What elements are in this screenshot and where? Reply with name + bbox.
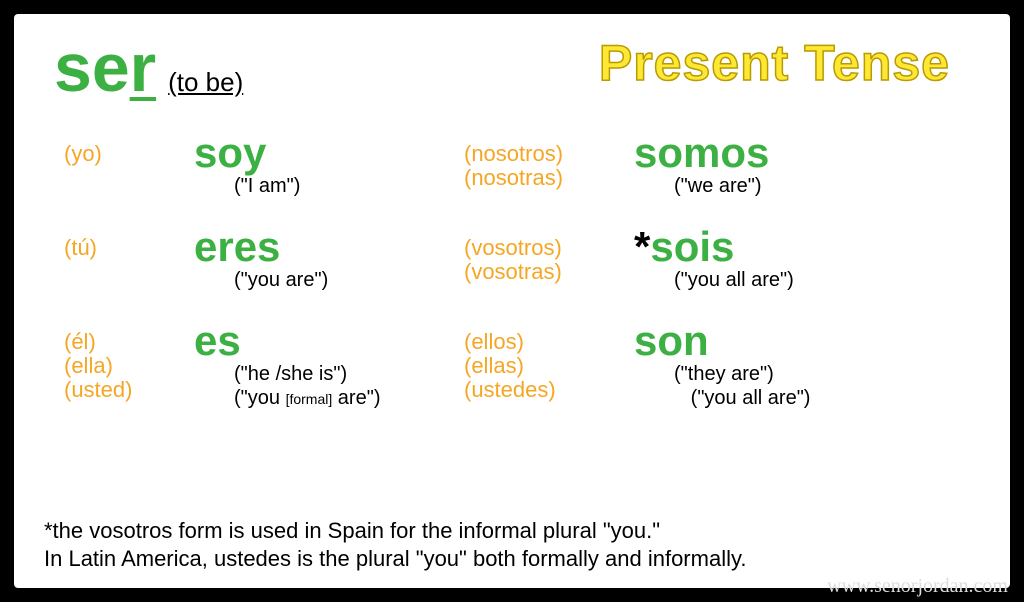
meaning-text: ("you are") xyxy=(234,268,464,292)
card-frame: ser (to be) Present Tense (yo)soy("I am"… xyxy=(10,10,1014,592)
verb-title: ser (to be) xyxy=(54,34,243,102)
meaning-text: ("he /she is")("you [formal] are") xyxy=(234,362,464,410)
conjugated-form: son xyxy=(634,320,934,362)
footnote-line2: In Latin America, ustedes is the plural … xyxy=(44,545,746,574)
pronoun-cell: (él)(ella)(usted) xyxy=(64,320,194,403)
pronoun-cell: (nosotros)(nosotras) xyxy=(464,132,634,190)
meaning-text: ("we are") xyxy=(674,174,934,198)
watermark: www.senorjordan.com xyxy=(827,575,1008,598)
card-content: ser (to be) Present Tense (yo)soy("I am"… xyxy=(14,14,1010,588)
conjugation-grid: (yo)soy("I am")(nosotros)(nosotras)somos… xyxy=(64,132,970,410)
tense-title: Present Tense xyxy=(599,34,970,92)
conjugated-form: *sois xyxy=(634,226,934,268)
conjugation-cell: son("they are") ("you all are") xyxy=(634,320,934,410)
conjugation-cell: eres("you are") xyxy=(194,226,464,292)
conjugated-form: es xyxy=(194,320,464,362)
conjugation-cell: *sois("you all are") xyxy=(634,226,934,292)
pronoun-cell: (ellos)(ellas)(ustedes) xyxy=(464,320,634,403)
footnote: *the vosotros form is used in Spain for … xyxy=(44,517,746,574)
meaning-text: ("I am") xyxy=(234,174,464,198)
meaning-text: ("you all are") xyxy=(674,268,934,292)
infinitive-verb: ser xyxy=(54,34,156,102)
pronoun-cell: (tú) xyxy=(64,226,194,260)
conjugation-cell: somos("we are") xyxy=(634,132,934,198)
asterisk-icon: * xyxy=(634,223,650,270)
header-row: ser (to be) Present Tense xyxy=(54,34,970,102)
conjugated-form: eres xyxy=(194,226,464,268)
conjugated-form: somos xyxy=(634,132,934,174)
pronoun-cell: (yo) xyxy=(64,132,194,166)
infinitive-translation: (to be) xyxy=(168,67,243,98)
conjugation-cell: es("he /she is")("you [formal] are") xyxy=(194,320,464,410)
footnote-line1: *the vosotros form is used in Spain for … xyxy=(44,517,746,546)
meaning-text: ("they are") ("you all are") xyxy=(674,362,934,410)
conjugated-form: soy xyxy=(194,132,464,174)
conjugation-cell: soy("I am") xyxy=(194,132,464,198)
pronoun-cell: (vosotros)(vosotras) xyxy=(464,226,634,284)
